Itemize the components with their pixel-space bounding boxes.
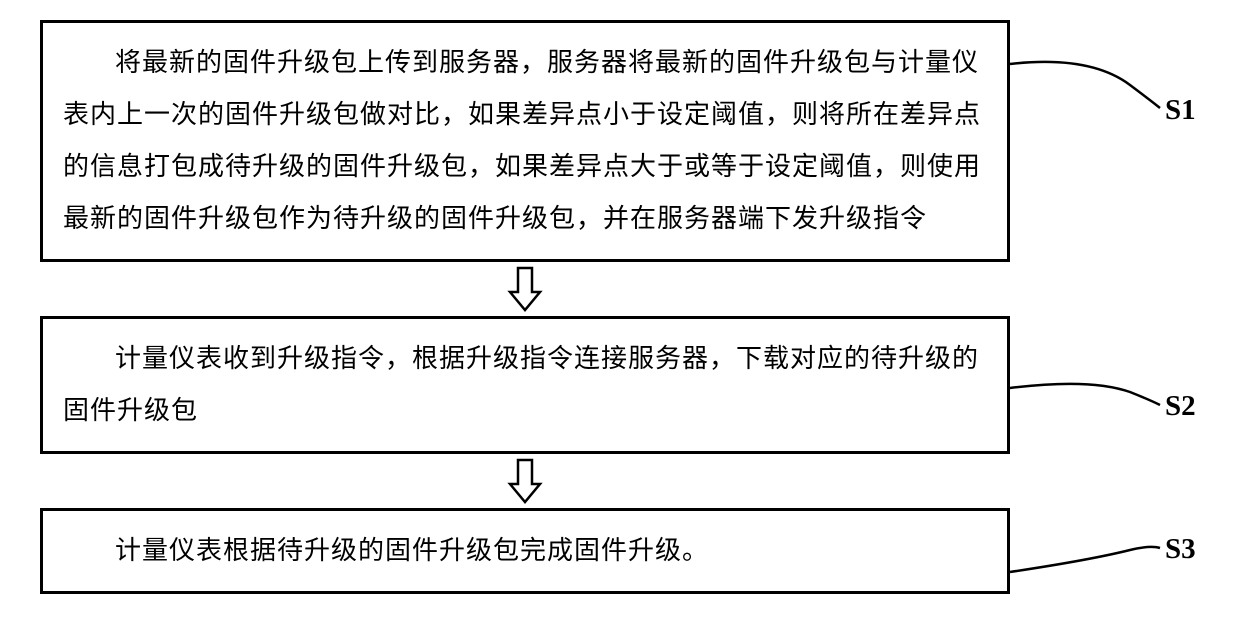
flow-step-s3-text: 计量仪表根据待升级的固件升级包完成固件升级。 <box>63 525 987 577</box>
step-label-s3: S3 <box>1165 533 1196 566</box>
step-label-s1: S1 <box>1165 94 1196 127</box>
flow-step-s2: 计量仪表收到升级指令，根据升级指令连接服务器，下载对应的待升级的固件升级包 <box>40 316 1010 454</box>
flow-step-s2-text: 计量仪表收到升级指令，根据升级指令连接服务器，下载对应的待升级的固件升级包 <box>63 333 987 437</box>
flow-step-s1: 将最新的固件升级包上传到服务器，服务器将最新的固件升级包与计量仪表内上一次的固件… <box>40 20 1010 262</box>
flow-step-s1-text: 将最新的固件升级包上传到服务器，服务器将最新的固件升级包与计量仪表内上一次的固件… <box>63 37 987 245</box>
arrow-s1-s2 <box>40 266 1010 312</box>
flowchart-container: 将最新的固件升级包上传到服务器，服务器将最新的固件升级包与计量仪表内上一次的固件… <box>40 20 1200 594</box>
arrow-s2-s3 <box>40 458 1010 504</box>
flow-step-s3: 计量仪表根据待升级的固件升级包完成固件升级。 <box>40 508 1010 594</box>
step-label-s2: S2 <box>1165 390 1196 423</box>
arrow-down-icon <box>505 266 545 312</box>
arrow-down-icon <box>505 458 545 504</box>
